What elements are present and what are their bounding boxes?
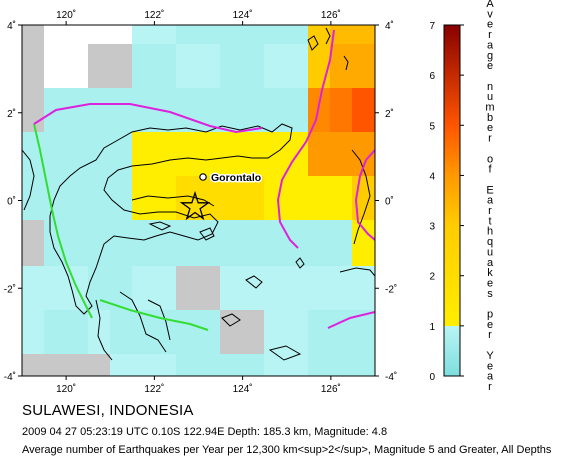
map-description: Average number of Earthquakes per Year p… (22, 444, 552, 456)
lon-tick-label: 122˚ (144, 9, 164, 21)
region-title: SULAWESI, INDONESIA (22, 402, 194, 419)
lon-tick-label: 126˚ (321, 9, 341, 21)
colorbar-title-letter: o (487, 153, 493, 165)
colorbar-title-letter: h (487, 226, 493, 238)
colorbar-title-letter: e (487, 60, 493, 72)
colorbar-title-letter: Y (486, 350, 494, 362)
lat-tick-label: 4˚ (7, 20, 16, 32)
colorbar-title-letter: n (487, 81, 493, 93)
colorbar-title-letter: a (487, 195, 494, 207)
colorbar-title-letter: e (487, 277, 493, 289)
lat-tick-label: 4˚ (385, 20, 394, 32)
colorbar-tick-label: 2 (429, 272, 435, 283)
colorbar-tick-label: 4 (429, 171, 435, 182)
colorbar-title-letter: e (487, 360, 493, 372)
colorbar-title-letter: f (488, 164, 492, 176)
colorbar-title-letter: v (487, 8, 493, 20)
colorbar-title-letter: s (487, 288, 493, 300)
colorbar-ticks: 0 1 2 3 4 5 6 7 (429, 21, 464, 383)
colorbar-tick-label: 0 (429, 372, 435, 383)
colorbar-title-letter: q (487, 236, 493, 248)
colorbar-title-letter: m (485, 102, 494, 114)
colorbar-title-letter: u (487, 246, 493, 258)
lat-tick-label: -4˚ (385, 371, 397, 383)
coastlines (22, 27, 375, 361)
colorbar-title-letter: r (488, 329, 492, 341)
lon-tick-label: 120˚ (56, 383, 76, 395)
lat-tick-label: -2˚ (385, 283, 397, 295)
city-label-halo: Gorontalo (211, 172, 261, 184)
city-label: Gorontalo (211, 172, 261, 184)
colorbar-title-letter: r (488, 381, 492, 393)
city-dot (199, 173, 207, 181)
colorbar-tick-label: 6 (429, 71, 435, 82)
colorbar-tick-label: 1 (429, 322, 435, 333)
colorbar-gradient (443, 24, 461, 377)
colorbar-title-letter: a (487, 371, 494, 383)
lat-tick-label: -2˚ (4, 283, 16, 295)
lat-tick-label: 0˚ (7, 196, 16, 208)
colorbar-title-letter: k (487, 267, 493, 279)
colorbar-tick-label: 5 (429, 121, 435, 132)
lat-tick-label: 2˚ (385, 108, 394, 120)
city-marker: Gorontalo Gorontalo (199, 171, 263, 186)
colorbar-title-letter: t (488, 215, 491, 227)
lon-tick-label: 124˚ (233, 9, 253, 21)
colorbar-title-letter: r (488, 133, 492, 145)
colorbar-title-letter: e (487, 19, 493, 31)
lon-tick-label: 124˚ (233, 383, 253, 395)
lat-tick-label: 0˚ (385, 196, 394, 208)
colorbar-tick-label: 7 (429, 21, 435, 32)
lon-tick-label: 126˚ (321, 383, 341, 395)
lat-tick-label: -4˚ (4, 371, 16, 383)
colorbar-title-letter: a (487, 39, 494, 51)
colorbar-title-letter: g (487, 50, 493, 62)
lat-tick-label: 2˚ (7, 108, 16, 120)
lon-tick-label: 120˚ (56, 9, 76, 21)
colorbar-title-letter: p (487, 309, 493, 321)
colorbar-title-letter: A (486, 0, 494, 10)
plate-boundaries (33, 29, 375, 331)
epicenter-star-icon (179, 190, 211, 221)
colorbar-title-letter: u (487, 91, 493, 103)
colorbar-title-letter: a (487, 257, 494, 269)
colorbar-title-letter: b (487, 112, 493, 124)
colorbar-tick-label: 3 (429, 222, 435, 233)
colorbar-title-letter: e (487, 319, 493, 331)
rate-grid (22, 25, 375, 376)
colorbar-title-letter: e (487, 122, 493, 134)
event-details: 2009 04 27 05:23:19 UTC 0.10S 122.94E De… (22, 426, 388, 438)
colorbar-title-letter: r (488, 29, 492, 41)
lon-tick-label: 122˚ (144, 383, 164, 395)
map-axes: 120˚ 120˚ 122˚ 122˚ 124˚ 124˚ 126˚ 126˚ 4˚ 4˚ 2˚ 2˚… (4, 9, 397, 395)
colorbar-title-letter: r (488, 205, 492, 217)
colorbar-title-letter: E (486, 184, 493, 196)
